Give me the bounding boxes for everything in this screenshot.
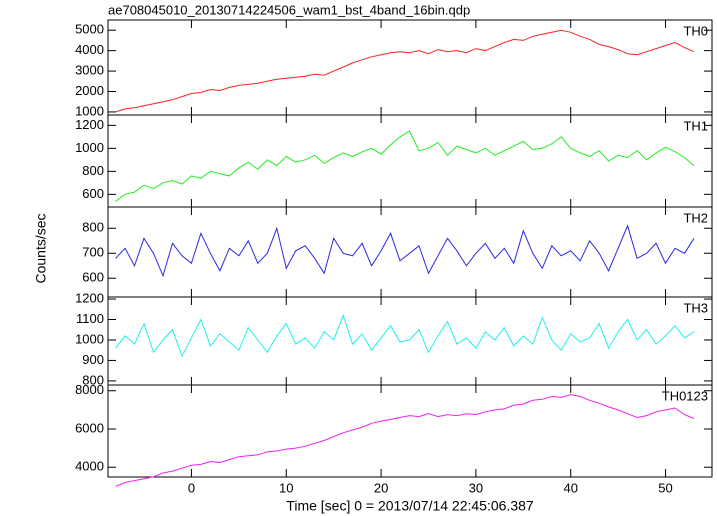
x-axis-label: Time [sec] 0 = 2013/07/14 22:45:06.387 — [286, 498, 534, 514]
series-label: TH3 — [683, 300, 708, 315]
panel-frame — [107, 19, 713, 116]
y-tick-label: 700 — [82, 245, 104, 260]
y-tick-label: 800 — [82, 220, 104, 235]
panel-frame — [107, 206, 713, 298]
y-tick-label: 600 — [82, 270, 104, 285]
y-tick-label: 2000 — [75, 83, 104, 98]
data-line — [115, 313, 695, 358]
series-label: TH2 — [683, 210, 708, 225]
data-line — [115, 130, 695, 202]
y-tick-label: 6000 — [75, 420, 104, 435]
x-tick-label: 0 — [188, 480, 195, 495]
data-line — [115, 394, 695, 487]
data-line — [115, 29, 695, 113]
x-tick-label: 40 — [563, 480, 577, 495]
x-tick-label: 50 — [658, 480, 672, 495]
x-tick-label: 20 — [374, 480, 388, 495]
panel-frame — [107, 384, 713, 478]
y-tick-label: 800 — [82, 163, 104, 178]
data-line — [115, 224, 695, 278]
y-tick-label: 1200 — [75, 117, 104, 132]
y-tick-label: 8000 — [75, 382, 104, 397]
y-tick-label: 1000 — [75, 103, 104, 118]
y-tick-label: 3000 — [75, 63, 104, 78]
panel-frame — [107, 296, 713, 386]
y-tick-label: 5000 — [75, 22, 104, 37]
y-tick-label: 4000 — [75, 42, 104, 57]
y-tick-label: 1100 — [76, 311, 104, 326]
y-tick-label: 600 — [82, 186, 104, 201]
x-tick-label: 10 — [279, 480, 293, 495]
y-tick-label: 900 — [82, 352, 104, 367]
series-label: TH0 — [683, 23, 708, 38]
y-tick-label: 4000 — [75, 459, 104, 474]
y-tick-label: 1000 — [75, 140, 104, 155]
y-axis-label: Counts/sec — [33, 213, 49, 283]
panel-frame — [107, 114, 713, 208]
y-tick-label: 800 — [82, 372, 104, 387]
series-label: TH1 — [683, 118, 708, 133]
x-tick-label: 30 — [469, 480, 483, 495]
series-label: TH0123 — [662, 388, 708, 403]
y-tick-label: 1000 — [75, 331, 104, 346]
chart-title: ae708045010_20130714224506_wam1_bst_4ban… — [108, 2, 470, 17]
y-tick-label: 1200 — [75, 290, 104, 305]
